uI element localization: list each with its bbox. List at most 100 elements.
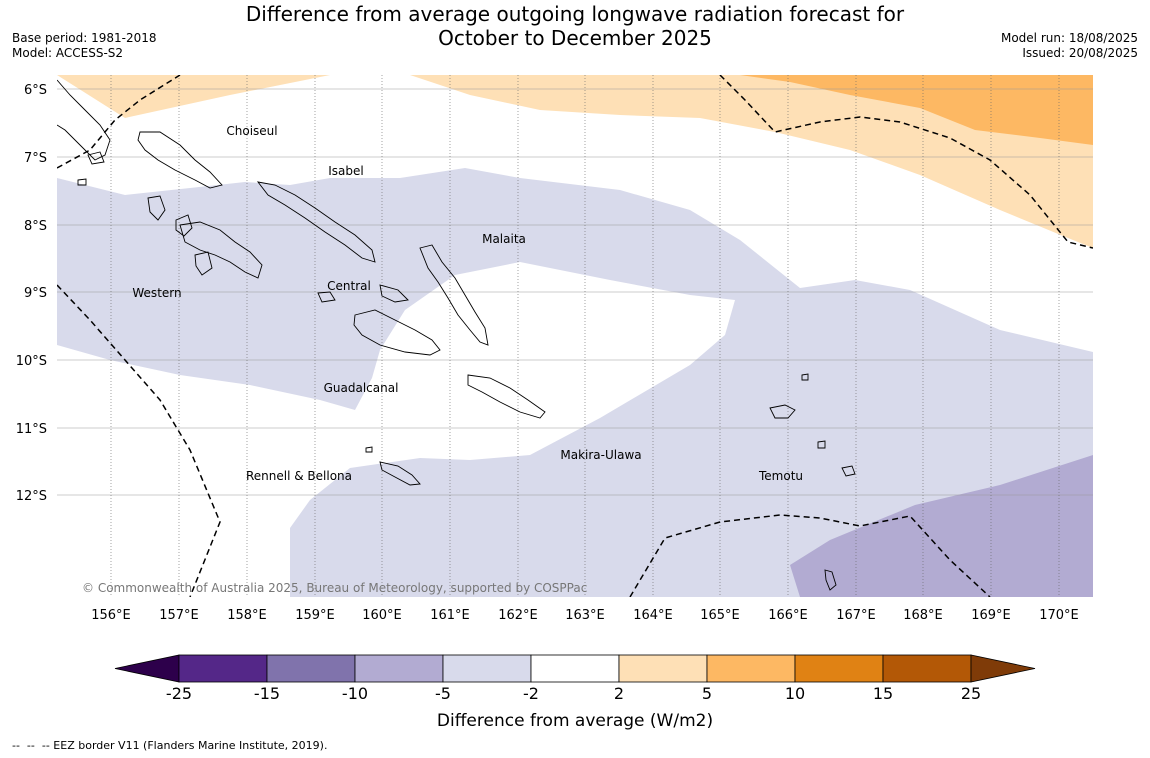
santa-cruz-island <box>769 404 796 419</box>
colorbar-swatch <box>178 654 268 683</box>
vella-lavella-island <box>147 195 166 221</box>
lon-label: 169°E <box>971 608 1011 623</box>
colorbar-swatch <box>706 654 796 683</box>
colorbar-tick: 25 <box>961 684 981 703</box>
rennell-island <box>379 461 421 486</box>
colorbar-extend-low <box>114 654 180 683</box>
province-label-western: Western <box>132 286 181 300</box>
new-georgia-island <box>179 221 263 279</box>
colorbar-tick: 10 <box>785 684 805 703</box>
base-period: Base period: 1981-2018 <box>12 31 157 45</box>
lon-label: 157°E <box>159 608 199 623</box>
colorbar-swatch <box>442 654 532 683</box>
colorbar-tick: -15 <box>254 684 280 703</box>
lat-label: 8°S <box>24 219 47 234</box>
colorbar-extend-high <box>970 654 1036 683</box>
model-name: Model: ACCESS-S2 <box>12 46 124 60</box>
lat-labels: 6°S 7°S 8°S 9°S 10°S 11°S 12°S <box>16 83 47 504</box>
colorbar-tick: 2 <box>614 684 624 703</box>
treasury-island <box>77 178 87 186</box>
reef-islands <box>801 373 809 381</box>
bellona-island <box>365 446 373 453</box>
lon-label: 164°E <box>633 608 673 623</box>
colorbar-swatch <box>266 654 356 683</box>
malaita-island <box>419 244 489 346</box>
vanikoro-island <box>841 465 856 477</box>
eez-border-northeast-a <box>719 75 1093 249</box>
guadalcanal-island <box>353 309 441 356</box>
colorbar-swatch <box>794 654 884 683</box>
lon-label: 165°E <box>700 608 740 623</box>
province-label-choiseul: Choiseul <box>226 124 277 138</box>
lat-label: 12°S <box>16 489 47 504</box>
colorbar-tick: -10 <box>342 684 368 703</box>
lon-label: 156°E <box>91 608 131 623</box>
colorbar-label: Difference from average (W/m2) <box>437 711 713 731</box>
shade-2-to-5 <box>57 75 1093 248</box>
lon-label: 158°E <box>227 608 267 623</box>
copyright-text: © Commonwealth of Australia 2025, Bureau… <box>82 581 587 595</box>
chart-title: Difference from average outgoing longwav… <box>200 2 950 50</box>
colorbar-tick: 15 <box>873 684 893 703</box>
lon-label: 159°E <box>295 608 335 623</box>
province-label-isabel: Isabel <box>328 164 363 178</box>
colorbar <box>114 654 1036 683</box>
province-label-guadalcanal: Guadalcanal <box>324 381 399 395</box>
province-label-makira-ulawa: Makira-Ulawa <box>560 448 641 462</box>
lon-label: 166°E <box>768 608 808 623</box>
map-area <box>57 75 1093 597</box>
lat-label: 11°S <box>16 422 47 437</box>
lat-label: 10°S <box>16 354 47 369</box>
province-labels: Choiseul Isabel Malaita Central Western … <box>132 124 803 483</box>
eez-border-west <box>57 284 221 597</box>
rendova-island <box>194 251 213 276</box>
anuta-island <box>824 569 837 591</box>
utupua-island <box>817 440 826 449</box>
nggela-island <box>379 284 409 303</box>
province-label-malaita: Malaita <box>482 232 526 246</box>
colorbar-swatch <box>530 654 620 683</box>
shade-minus10-to-minus5 <box>790 455 1093 597</box>
lon-label: 162°E <box>498 608 538 623</box>
colorbar-ticks: -25 -15 -10 -5 -2 2 5 10 15 25 <box>166 684 981 703</box>
footnote-eez: -- -- -- EEZ border V11 (Flanders Marine… <box>12 739 328 752</box>
lat-label: 9°S <box>24 286 47 301</box>
shade-5-to-10 <box>740 75 1093 145</box>
kolombangara-island <box>175 214 193 237</box>
model-run: Model run: 18/08/2025 <box>1000 31 1138 45</box>
eez-border <box>57 75 1093 597</box>
colorbar-tick: -2 <box>523 684 539 703</box>
lon-label: 170°E <box>1039 608 1079 623</box>
title-line-1: Difference from average outgoing longwav… <box>245 2 905 26</box>
choiseul-island <box>137 131 223 189</box>
eez-border-north <box>57 75 181 169</box>
shade-minus5-to-minus2 <box>57 168 1093 597</box>
bougainville-coast <box>57 79 111 161</box>
colorbar-swatch <box>882 654 972 683</box>
shortland-island <box>87 151 105 165</box>
lat-label: 7°S <box>24 151 47 166</box>
province-label-temotu: Temotu <box>758 469 803 483</box>
lon-label: 160°E <box>362 608 402 623</box>
title-line-2: October to December 2025 <box>438 26 712 50</box>
colorbar-swatch <box>354 654 444 683</box>
meta-right: Model run: 18/08/2025 Issued: 20/08/2025 <box>1001 31 1138 61</box>
makira-island <box>467 374 546 419</box>
isabel-island <box>256 181 376 263</box>
lon-gridlines <box>110 75 1060 597</box>
province-label-central: Central <box>327 279 371 293</box>
lat-gridlines <box>57 88 1093 496</box>
meta-left: Base period: 1981-2018 Model: ACCESS-S2 <box>12 31 157 61</box>
lon-label: 161°E <box>430 608 470 623</box>
lon-label: 168°E <box>903 608 943 623</box>
colorbar-tick: -25 <box>166 684 192 703</box>
coastlines <box>57 79 856 591</box>
russell-island <box>317 291 336 303</box>
issued-date: Issued: 20/08/2025 <box>1022 46 1138 60</box>
province-label-rennell-bellona: Rennell & Bellona <box>246 469 352 483</box>
lon-labels: 156°E 157°E 158°E 159°E 160°E 161°E 162°… <box>91 608 1079 623</box>
colorbar-tick: 5 <box>702 684 712 703</box>
lat-label: 6°S <box>24 83 47 98</box>
colorbar-tick: -5 <box>435 684 451 703</box>
